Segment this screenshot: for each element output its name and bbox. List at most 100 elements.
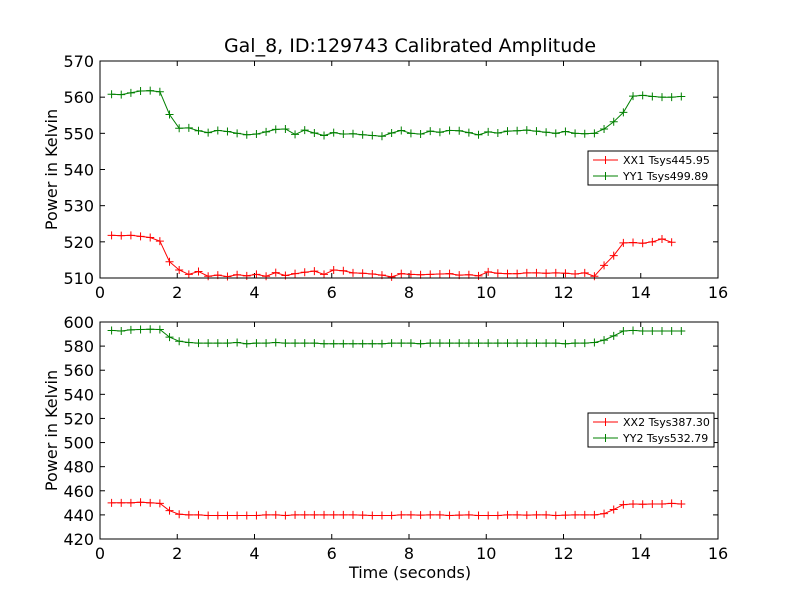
data-point <box>126 231 135 240</box>
data-point <box>416 339 425 348</box>
data-point <box>107 498 116 507</box>
data-point <box>155 325 164 334</box>
series-1 <box>107 325 686 348</box>
data-point <box>426 339 435 348</box>
data-point <box>117 90 126 99</box>
data-point <box>600 336 609 345</box>
data-point <box>677 500 686 509</box>
data-point <box>252 339 261 348</box>
data-point <box>503 339 512 348</box>
data-point <box>368 339 377 348</box>
data-point <box>542 128 551 137</box>
data-point <box>358 269 367 278</box>
data-point <box>513 339 522 348</box>
data-point <box>590 338 599 347</box>
data-point <box>271 510 280 519</box>
data-point <box>368 270 377 279</box>
data-point <box>445 511 454 520</box>
data-point <box>377 132 386 141</box>
y-tick-label: 570 <box>63 52 94 71</box>
data-point <box>387 339 396 348</box>
data-point <box>406 129 415 138</box>
data-point <box>667 238 676 247</box>
data-point <box>242 271 251 280</box>
data-point <box>638 239 647 248</box>
data-point <box>329 510 338 519</box>
data-point <box>194 126 203 135</box>
x-tick-label: 2 <box>172 544 182 563</box>
data-point <box>339 266 348 275</box>
data-point <box>619 500 628 509</box>
data-point <box>213 339 222 348</box>
data-point <box>600 509 609 518</box>
data-point <box>561 339 570 348</box>
data-point <box>551 129 560 138</box>
data-point <box>667 499 676 508</box>
data-point <box>320 510 329 519</box>
data-point <box>117 498 126 507</box>
data-point <box>165 333 174 342</box>
data-point <box>416 130 425 139</box>
data-point <box>474 130 483 139</box>
bottom-panel: 0 2 4 6 8 10 12 14 16 420 440 460 480 500 520 540 560 580… <box>42 313 728 563</box>
y-tick-label: 600 <box>63 313 94 332</box>
legend-label: XX2 Tsys387.30 <box>623 416 710 429</box>
data-point <box>281 339 290 348</box>
data-point <box>551 268 560 277</box>
legend-label: XX1 Tsys445.95 <box>623 154 710 167</box>
data-point <box>271 125 280 134</box>
data-point <box>165 110 174 119</box>
data-point <box>474 271 483 280</box>
data-point <box>233 511 242 520</box>
x-tick-label: 2 <box>172 283 182 302</box>
data-point <box>204 511 213 520</box>
data-point <box>561 269 570 278</box>
data-point <box>320 131 329 140</box>
data-point <box>532 268 541 277</box>
data-point <box>175 510 184 519</box>
data-point <box>464 339 473 348</box>
data-point <box>387 272 396 281</box>
data-point <box>667 327 676 336</box>
data-point <box>194 510 203 519</box>
data-point <box>590 129 599 138</box>
y-tick-label: 550 <box>63 124 94 143</box>
data-point <box>252 270 261 279</box>
y-tick-label: 460 <box>63 482 94 501</box>
data-point <box>571 339 580 348</box>
data-point <box>426 127 435 136</box>
data-point <box>629 500 638 509</box>
data-point <box>571 129 580 138</box>
data-point <box>339 339 348 348</box>
data-point <box>204 272 213 281</box>
data-point <box>184 510 193 519</box>
data-point <box>136 232 145 241</box>
series-line <box>111 328 682 345</box>
series-line <box>111 501 682 517</box>
data-point <box>445 269 454 278</box>
data-point <box>522 126 531 135</box>
data-point <box>648 327 657 336</box>
data-point <box>136 325 145 334</box>
data-point <box>165 506 174 515</box>
data-point <box>464 510 473 519</box>
y-tick-label: 530 <box>63 197 94 216</box>
data-point <box>522 511 531 520</box>
legend: XX1 Tsys445.95 YY1 Tsys499.89 <box>587 150 719 186</box>
top-panel: 0 2 4 6 8 10 12 14 16 510 520 530 540 550 560 570 Power … <box>42 52 728 302</box>
data-point <box>609 251 618 260</box>
data-point <box>358 130 367 139</box>
data-point <box>629 238 638 247</box>
y-tick-label: 520 <box>63 409 94 428</box>
data-point <box>464 128 473 137</box>
y-tick-label: 540 <box>63 161 94 180</box>
data-point <box>223 127 232 136</box>
data-point <box>503 269 512 278</box>
data-point <box>320 270 329 279</box>
data-point <box>175 337 184 346</box>
data-point <box>348 268 357 277</box>
data-point <box>571 270 580 279</box>
data-point <box>580 510 589 519</box>
data-point <box>146 86 155 95</box>
